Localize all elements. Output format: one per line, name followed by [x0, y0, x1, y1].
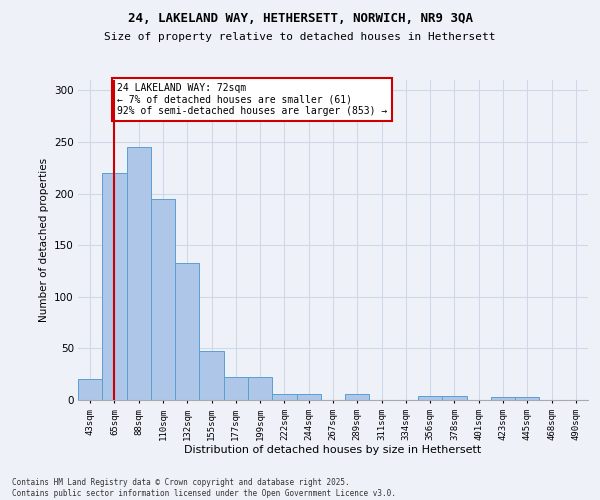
Y-axis label: Number of detached properties: Number of detached properties	[38, 158, 49, 322]
Bar	[151, 198, 175, 400]
Text: Contains HM Land Registry data © Crown copyright and database right 2025.
Contai: Contains HM Land Registry data © Crown c…	[12, 478, 396, 498]
X-axis label: Distribution of detached houses by size in Hethersett: Distribution of detached houses by size …	[184, 446, 482, 456]
Bar	[175, 262, 199, 400]
Bar	[515, 397, 539, 400]
Bar	[491, 397, 515, 400]
Bar	[78, 380, 102, 400]
Bar	[345, 394, 370, 400]
Bar	[248, 378, 272, 400]
Bar	[224, 378, 248, 400]
Text: 24 LAKELAND WAY: 72sqm
← 7% of detached houses are smaller (61)
92% of semi-deta: 24 LAKELAND WAY: 72sqm ← 7% of detached …	[117, 83, 387, 116]
Bar	[102, 173, 127, 400]
Text: 24, LAKELAND WAY, HETHERSETT, NORWICH, NR9 3QA: 24, LAKELAND WAY, HETHERSETT, NORWICH, N…	[128, 12, 473, 26]
Bar	[272, 394, 296, 400]
Bar	[442, 396, 467, 400]
Bar	[199, 352, 224, 400]
Text: Size of property relative to detached houses in Hethersett: Size of property relative to detached ho…	[104, 32, 496, 42]
Bar	[418, 396, 442, 400]
Bar	[127, 147, 151, 400]
Bar	[296, 394, 321, 400]
